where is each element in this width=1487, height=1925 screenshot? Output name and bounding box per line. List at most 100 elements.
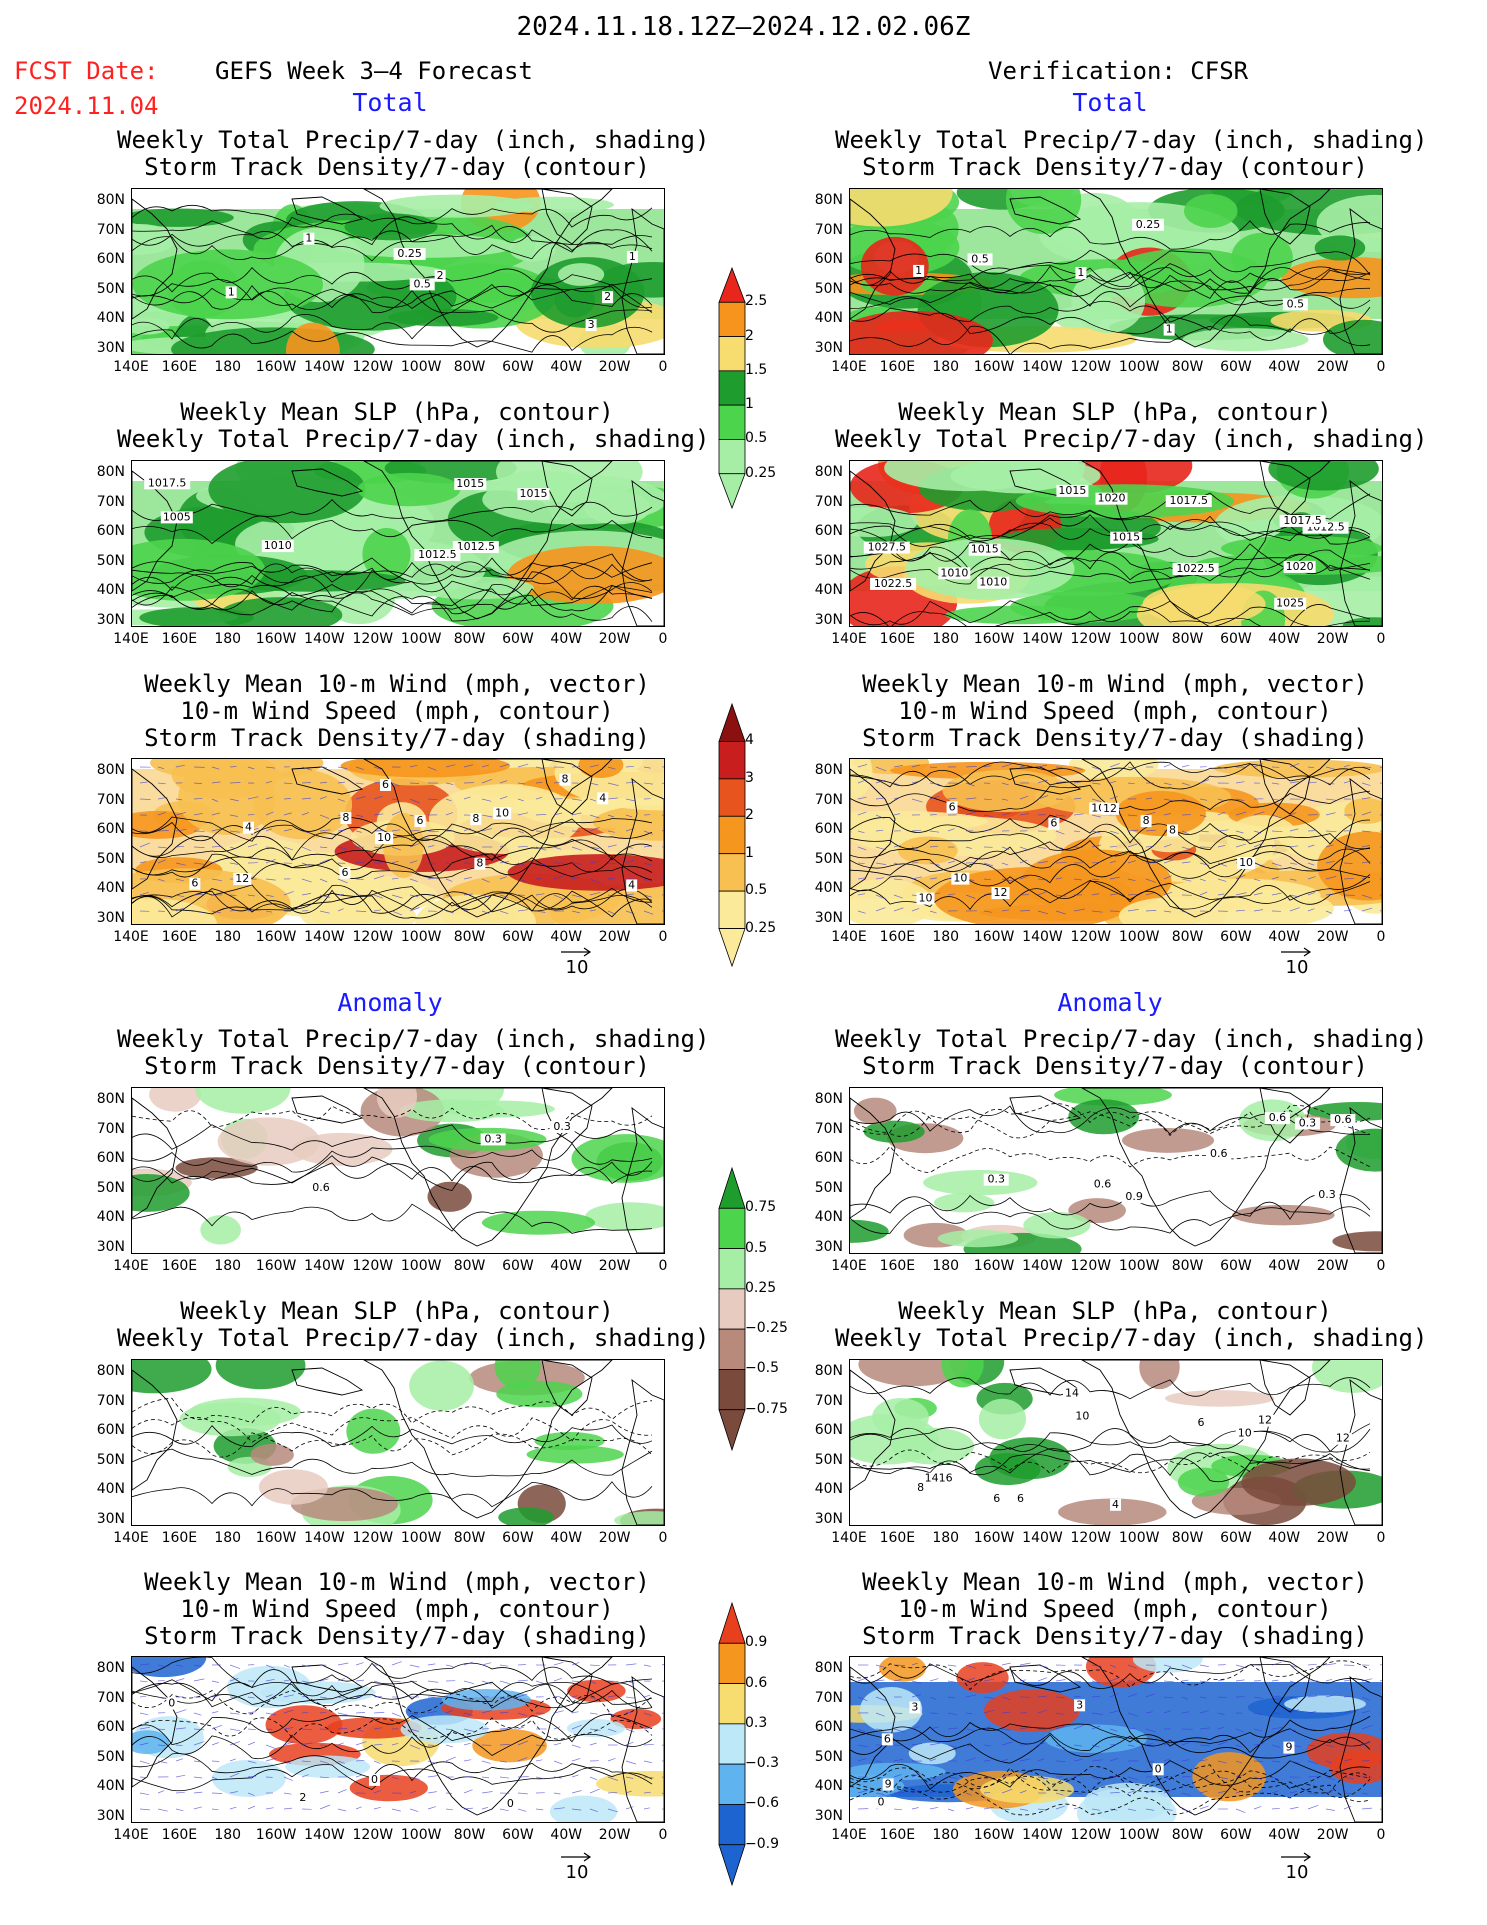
- ver_anom_precip-lon-tick: 60W: [1220, 1258, 1252, 1274]
- fcst-date-value: 2024.11.04: [14, 92, 159, 120]
- svg-text:3: 3: [911, 1700, 918, 1713]
- vector-ref-arrow-icon: [1281, 1852, 1312, 1862]
- ver_anom_precip-contour-label: 0.6: [1206, 1147, 1232, 1161]
- svg-text:1416: 1416: [925, 1472, 953, 1485]
- ver_anom_precip-contour-label: 0.6: [1330, 1113, 1356, 1127]
- ver_anom_precip-contour-label: 0.6: [1264, 1111, 1290, 1125]
- ver_total_precip-contour-label: 0.5: [1282, 297, 1308, 311]
- fcst_total_precip-lon-tick: 160E: [161, 359, 198, 375]
- svg-text:6: 6: [1197, 1416, 1204, 1429]
- precip_total-colorbar: [718, 266, 746, 510]
- storm_total-colorbar-label: 4: [745, 732, 754, 749]
- fcst_total_wind-lat-tick: 80N: [96, 762, 125, 778]
- ver_total_slp-title-line-1: Weekly Total Precip/7-day (inch, shading…: [835, 425, 1428, 453]
- storm_total-colorbar: [718, 702, 746, 968]
- svg-text:1015: 1015: [971, 543, 999, 556]
- fcst_anom_slp-lon-tick: 160E: [161, 1530, 198, 1546]
- fcst_anom_slp-lat-tick: 50N: [96, 1451, 125, 1468]
- fcst_total_slp-contour-label: 1012.5: [452, 540, 499, 554]
- ver_total_slp-lat-tick: 30N: [814, 611, 843, 628]
- fcst_anom_wind-contour-label: 2: [297, 1791, 309, 1805]
- svg-text:0.6: 0.6: [1334, 1113, 1352, 1126]
- fcst_anom_wind-lon-tick: 160E: [161, 1827, 198, 1843]
- ver_anom_wind-lat-tick: 30N: [814, 1807, 843, 1824]
- ver_total_precip-title-line-0: Weekly Total Precip/7-day (inch, shading…: [835, 126, 1428, 154]
- ver_anom_wind-contour-label: 9: [882, 1777, 894, 1791]
- fcst_total_precip-lon-tick: 0: [658, 359, 668, 375]
- ver_total_precip-lon-tick: 180: [932, 359, 960, 375]
- fcst_total_wind-contour-label: 8: [470, 812, 482, 826]
- vector-ref-arrow-icon: [561, 947, 592, 957]
- ver_total_wind-lon-tick: 140E: [831, 929, 867, 945]
- svg-text:10: 10: [953, 872, 967, 885]
- fcst_total_wind-lon-tick: 120W: [352, 929, 394, 945]
- ver_anom_precip-lon-tick: 0: [1376, 1258, 1386, 1274]
- svg-text:2: 2: [604, 290, 611, 303]
- ver_anom_wind-lon-tick: 140W: [1022, 1827, 1063, 1843]
- svg-text:0.6: 0.6: [1269, 1111, 1287, 1124]
- ver_total_precip-lon-tick: 80W: [1171, 359, 1204, 375]
- ver_total_slp-lon-tick: 100W: [1118, 631, 1160, 647]
- fcst_anom_precip-lon-tick: 40W: [550, 1258, 583, 1274]
- fcst_total_precip-contour-label: 2: [602, 290, 614, 304]
- ver_anom_slp-lon-tick: 160W: [973, 1530, 1015, 1546]
- ver_total_slp-contour-label: 1020: [1095, 492, 1128, 505]
- precip_total-colorbar-label: 0.25: [745, 464, 777, 481]
- ver_total_slp-contour-label: 1015: [1110, 531, 1143, 544]
- svg-text:14: 14: [1065, 1387, 1079, 1400]
- fcst_total_wind-title-line-0: Weekly Mean 10-m Wind (mph, vector): [144, 670, 650, 698]
- fcst_anom_wind-lon-tick: 180: [214, 1827, 242, 1843]
- ver_total_precip-title-line-1: Storm Track Density/7-day (contour): [862, 153, 1368, 181]
- fcst_total_precip-contour-label: 3: [585, 318, 597, 332]
- ver_total_slp-title-line-0: Weekly Mean SLP (hPa, contour): [898, 398, 1332, 426]
- svg-text:1015: 1015: [456, 477, 484, 490]
- ver_total_slp-lon-tick: 140E: [831, 631, 867, 647]
- fcst_anom_slp-title-line-1: Weekly Total Precip/7-day (inch, shading…: [117, 1324, 710, 1352]
- fcst_total_precip-lat-tick: 60N: [96, 251, 125, 267]
- svg-text:1012.5: 1012.5: [457, 540, 496, 553]
- fcst_anom_precip-lon-tick: 0: [658, 1258, 668, 1274]
- fcst_anom_precip-lon-tick: 140E: [113, 1258, 149, 1274]
- svg-text:1: 1: [915, 264, 922, 277]
- fcst_total_precip-title-line-0: Weekly Total Precip/7-day (inch, shading…: [117, 126, 710, 154]
- ver_total_wind-title-line-1: 10-m Wind Speed (mph, contour): [898, 697, 1332, 725]
- ver_total_precip-lon-tick: 0: [1376, 359, 1386, 375]
- svg-text:9: 9: [885, 1777, 892, 1790]
- ver_anom_wind-lat-tick: 50N: [814, 1748, 843, 1765]
- ver_anom_precip-lat-tick: 30N: [814, 1238, 843, 1255]
- svg-text:12: 12: [1336, 1432, 1350, 1445]
- fcst_anom_slp-map: [131, 1359, 665, 1526]
- ver_anom_precip-map: 0.6 0.3 0.6 0.3 0.9 0.6 0.3 0.6: [849, 1087, 1383, 1254]
- ver_total_wind-contour-label: 10: [951, 872, 970, 885]
- fcst_anom_wind-lat-tick: 60N: [96, 1719, 125, 1735]
- ver_anom_wind-lon-tick: 100W: [1118, 1827, 1160, 1843]
- fcst_total_precip-lon-tick: 180: [214, 359, 242, 375]
- fcst_total_wind-contour-label: 4: [597, 791, 609, 805]
- ver_total_slp-contour-label: 1022.5: [870, 577, 917, 590]
- storm_anom-colorbar-label: −0.6: [745, 1795, 779, 1812]
- section-total-left: Total: [352, 88, 428, 117]
- ver_anom_wind-lat-tick: 60N: [814, 1719, 843, 1735]
- svg-text:1010: 1010: [940, 566, 968, 579]
- fcst_total_wind-contour-label: 12: [233, 872, 252, 886]
- ver_anom_slp-contour-label: 4: [1110, 1498, 1122, 1511]
- fcst_anom_wind-lon-tick: 20W: [598, 1827, 631, 1843]
- fcst_total_precip-lon-tick: 80W: [453, 359, 486, 375]
- fcst_total_slp-lon-tick: 20W: [598, 631, 631, 647]
- ver_total_precip-lon-tick: 140W: [1022, 359, 1063, 375]
- fcst_total_slp-contour-label: 1017.5: [144, 476, 191, 490]
- model-title: GEFS Week 3–4 Forecast: [215, 57, 533, 85]
- fcst_total_precip-lon-tick: 100W: [400, 359, 442, 375]
- fcst_total_slp-lon-tick: 0: [658, 631, 668, 647]
- storm_total-colorbar-label: 2: [745, 807, 754, 824]
- svg-text:0: 0: [507, 1797, 514, 1810]
- ver_total_wind-lat-tick: 80N: [814, 762, 843, 778]
- fcst_total_slp-lon-tick: 120W: [352, 631, 394, 647]
- ver_total_precip-lat-tick: 30N: [814, 339, 843, 356]
- fcst_anom_slp-lon-tick: 0: [658, 1530, 668, 1546]
- ver_anom_wind-contour-label: 3: [909, 1700, 921, 1714]
- ver_total_wind-lon-tick: 180: [932, 929, 960, 945]
- svg-text:1022.5: 1022.5: [1176, 562, 1215, 575]
- ver_total_slp-lon-tick: 160E: [879, 631, 916, 647]
- svg-text:6: 6: [1017, 1492, 1024, 1505]
